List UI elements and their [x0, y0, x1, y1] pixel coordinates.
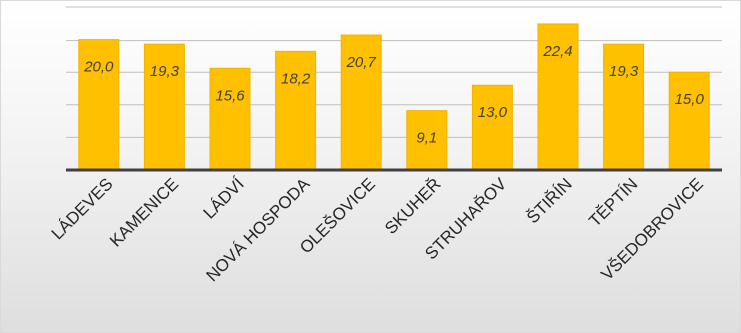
- bar: [340, 34, 382, 171]
- data-label: 9,1: [416, 130, 437, 147]
- bar: [406, 110, 448, 171]
- data-label: 20,7: [346, 54, 377, 71]
- category-label: SKUHEŘ: [381, 174, 445, 238]
- data-label: 13,0: [478, 104, 508, 121]
- bar: [209, 67, 251, 171]
- category-label: LÁDEVES: [48, 174, 117, 243]
- category-label: ŠTIŘÍN: [523, 174, 576, 227]
- bar: [603, 43, 645, 171]
- data-label: 22,4: [542, 43, 572, 60]
- bar: [668, 71, 710, 171]
- bar: [143, 43, 185, 171]
- data-label: 15,6: [215, 87, 245, 104]
- data-label: 20,0: [83, 59, 114, 76]
- category-label: TĚPTÍN: [585, 174, 641, 230]
- category-label: KAMENICE: [106, 174, 182, 250]
- bar: [471, 84, 513, 171]
- data-label: 15,0: [675, 91, 705, 108]
- bar: [275, 50, 317, 171]
- data-label: 19,3: [150, 63, 180, 80]
- data-label: 18,2: [281, 70, 311, 87]
- data-label: 19,3: [609, 63, 639, 80]
- bar: [537, 23, 579, 171]
- data-labels: 20,0 19,3 15,6 18,2 20,7 9,1 13,0 22,4 19,3 15,0: [83, 43, 704, 147]
- bars: [78, 23, 710, 171]
- category-label: LÁDVÍ: [200, 174, 248, 222]
